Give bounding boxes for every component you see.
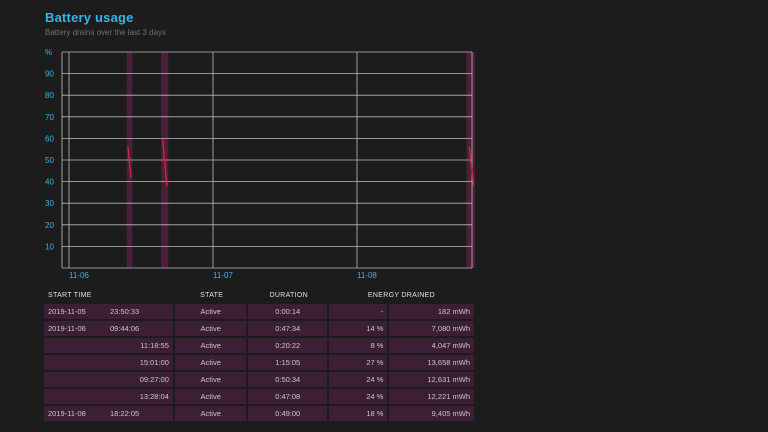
drain-line (468, 146, 475, 186)
drain-line (161, 138, 168, 186)
cell-start-time: 2019-11-08 18:22:05 (44, 406, 175, 421)
cell-percent: 24 % (328, 389, 390, 404)
page-title: Battery usage (45, 10, 134, 25)
column-header-duration: DURATION (269, 291, 308, 299)
cell-start-date: 2019-11-08 (48, 409, 86, 418)
y-tick-label: 40 (45, 178, 54, 187)
cell-start-time: 15:01:00 (44, 355, 175, 370)
cell-percent: 14 % (328, 321, 390, 336)
x-tick-label: 11-08 (357, 271, 377, 280)
cell-percent: 18 % (328, 406, 390, 421)
cell-duration: 0:00:14 (248, 304, 329, 319)
drain-line (127, 146, 132, 178)
battery-usage-table: START TIME STATE DURATION ENERGY DRAINED… (44, 286, 474, 423)
cell-start-date: 2019-11-05 (48, 307, 86, 316)
y-tick-label: 80 (45, 91, 54, 100)
table-header-row: START TIME STATE DURATION ENERGY DRAINED (44, 288, 474, 302)
cell-state: Active (174, 321, 249, 336)
cell-start-clock: 18:22:05 (110, 409, 140, 418)
cell-state: Active (174, 389, 249, 404)
cell-duration: 0:49:00 (248, 406, 329, 421)
cell-energy: 7,080 mWh (389, 321, 474, 336)
x-tick-label: 11-07 (213, 271, 233, 280)
y-tick-label: 70 (45, 113, 54, 122)
battery-chart-svg: 11-06 11-07 11-08 10 20 30 40 50 60 70 80 90% (45, 48, 476, 280)
cell-duration: 0:47:34 (248, 321, 329, 336)
y-axis-label: % (45, 48, 52, 57)
cell-state: Active (174, 304, 249, 319)
column-header-state: STATE (200, 291, 224, 299)
cell-start-clock: 23:50:33 (110, 307, 140, 316)
battery-chart: 11-06 11-07 11-08 10 20 30 40 50 60 70 80 90% (0, 40, 490, 285)
cell-duration: 0:47:08 (248, 389, 329, 404)
y-tick-label: 50 (45, 156, 54, 165)
cell-percent: 27 % (328, 355, 390, 370)
cell-start-clock: 15:01:00 (139, 358, 169, 367)
cell-duration: 0:20:22 (248, 338, 329, 353)
cell-energy: 12,221 mWh (389, 389, 474, 404)
cell-percent: - (328, 304, 390, 319)
y-tick-label: 20 (45, 221, 54, 230)
cell-percent: 24 % (328, 372, 390, 387)
cell-energy: 182 mWh (389, 304, 474, 319)
cell-start-clock: 11:18:55 (140, 341, 169, 350)
y-tick-label: 10 (45, 242, 54, 251)
cell-start-time: 2019-11-06 09:44:06 (44, 321, 175, 336)
cell-energy: 4,047 mWh (389, 338, 474, 353)
cell-state: Active (174, 355, 249, 370)
column-header-energy-drained: ENERGY DRAINED (367, 291, 436, 299)
table-body: 2019-11-05 23:50:33 Active 0:00:14-182 mWh 2… (44, 304, 474, 421)
cell-state: Active (174, 372, 249, 387)
table-row: 2019-11-08 18:22:05 Active 0:49:00 18 % 9,405… (44, 406, 474, 421)
cell-start-time: 2019-11-05 23:50:33 (44, 304, 175, 319)
cell-duration: 1:15:05 (248, 355, 329, 370)
cell-start-clock: 13:28:04 (139, 392, 169, 401)
cell-start-clock: 09:44:06 (110, 324, 140, 333)
table-row: 2019-11-05 23:50:33 Active 0:00:14-182 mWh (44, 304, 474, 319)
cell-start-time: 13:28:04 (44, 389, 175, 404)
cell-state: Active (174, 338, 249, 353)
cell-percent: 8 % (328, 338, 390, 353)
table-row: 2019-11-06 09:44:06 Active 0:47:34 14 % 7,080… (44, 321, 474, 336)
cell-start-clock: 09:27:00 (139, 375, 169, 384)
page-subtitle: Battery drains over the last 3 days (45, 28, 166, 37)
y-tick-label: 60 (45, 134, 54, 143)
cell-duration: 0:50:34 (248, 372, 329, 387)
cell-energy: 12,631 mWh (389, 372, 474, 387)
cell-state: Active (174, 406, 249, 421)
y-tick-label: 30 (45, 199, 54, 208)
cell-energy: 9,405 mWh (389, 406, 474, 421)
table-row: 15:01:00 Active 1:15:05 27 % 13,658 mWh (44, 355, 474, 370)
table-row: 09:27:00 Active 0:50:34 24 % 12,631 mWh (44, 372, 474, 387)
cell-start-time: 11:18:55 (44, 338, 175, 353)
cell-start-time: 09:27:00 (44, 372, 175, 387)
cell-start-date: 2019-11-06 (48, 324, 86, 333)
table-row: 11:18:55 Active 0:20:22 8 % 4,047 mWh (44, 338, 474, 353)
table-row: 13:28:04 Active 0:47:08 24 % 12,221 mWh (44, 389, 474, 404)
y-tick-label: 90 (45, 70, 54, 79)
x-tick-label: 11-06 (69, 271, 89, 280)
column-header-start-time: START TIME (48, 291, 92, 299)
cell-energy: 13,658 mWh (389, 355, 474, 370)
